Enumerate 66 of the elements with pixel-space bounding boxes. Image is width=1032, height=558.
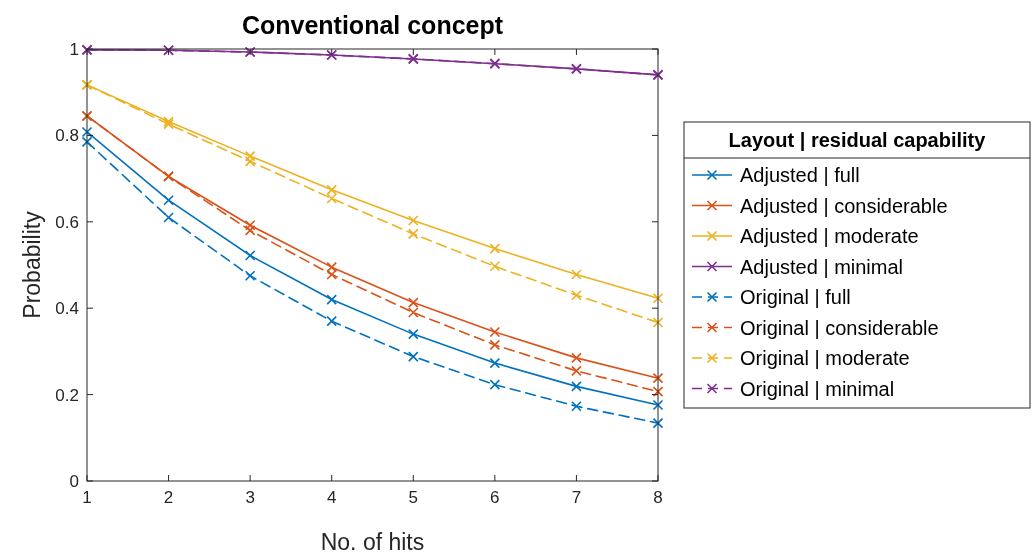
point (571, 365, 582, 377)
point (407, 228, 419, 240)
point (407, 215, 419, 226)
point (326, 294, 338, 305)
y-tick-label: 0.6 (55, 212, 79, 232)
x-tick-label: 6 (490, 488, 500, 507)
legend-label: Original | minimal (740, 377, 895, 400)
point (326, 315, 338, 327)
point (652, 372, 664, 384)
point (571, 289, 582, 301)
point (244, 250, 256, 261)
y-tick-label: 0 (69, 472, 79, 491)
point (489, 326, 501, 338)
point (571, 381, 582, 392)
chart-title: Conventional concept (241, 11, 504, 39)
x-tick-label: 7 (571, 488, 582, 507)
point (326, 184, 338, 196)
point (571, 352, 582, 364)
point (489, 261, 501, 272)
point (652, 399, 664, 411)
legend-label: Original | considerable (740, 316, 939, 339)
point (407, 297, 419, 308)
point (163, 194, 174, 206)
point (652, 317, 664, 328)
point (652, 292, 664, 304)
point (81, 126, 93, 138)
point (652, 417, 664, 429)
point (244, 225, 256, 236)
legend-title: Layout | residual capability (728, 129, 987, 151)
x-tick-label: 1 (82, 488, 92, 507)
legend-label: Adjusted | minimal (740, 255, 904, 278)
point (489, 339, 501, 351)
legend-label: Adjusted | considerable (740, 194, 948, 217)
y-tick-label: 1 (69, 40, 79, 59)
point (571, 269, 582, 280)
point (407, 351, 419, 362)
point (244, 219, 256, 231)
point (407, 307, 419, 318)
point (489, 379, 501, 390)
point (326, 269, 338, 280)
point (407, 328, 419, 340)
point (244, 270, 256, 282)
point (652, 386, 664, 397)
x-tick-label: 5 (408, 488, 419, 507)
y-axis-title: Probability (19, 210, 45, 319)
point (326, 261, 338, 273)
point (163, 212, 174, 223)
x-tick-label: 2 (163, 488, 174, 507)
point (244, 150, 256, 162)
point (81, 136, 93, 148)
point (489, 243, 501, 254)
x-tick-label: 4 (326, 488, 337, 507)
point (326, 193, 338, 204)
y-tick-label: 0.4 (55, 299, 79, 319)
x-tick-label: 8 (653, 488, 663, 507)
point (489, 357, 501, 369)
point (571, 400, 582, 412)
legend-label: Adjusted | moderate (740, 225, 919, 247)
legend-label: Adjusted | full (740, 164, 860, 186)
y-tick-label: 0.2 (55, 385, 79, 405)
legend-label: Original | full (740, 286, 851, 308)
y-tick-label: 0.8 (55, 126, 79, 146)
x-axis-title: No. of hits (320, 529, 425, 555)
x-tick-label: 3 (245, 488, 255, 507)
legend-label: Original | moderate (740, 347, 910, 369)
point (244, 156, 256, 167)
